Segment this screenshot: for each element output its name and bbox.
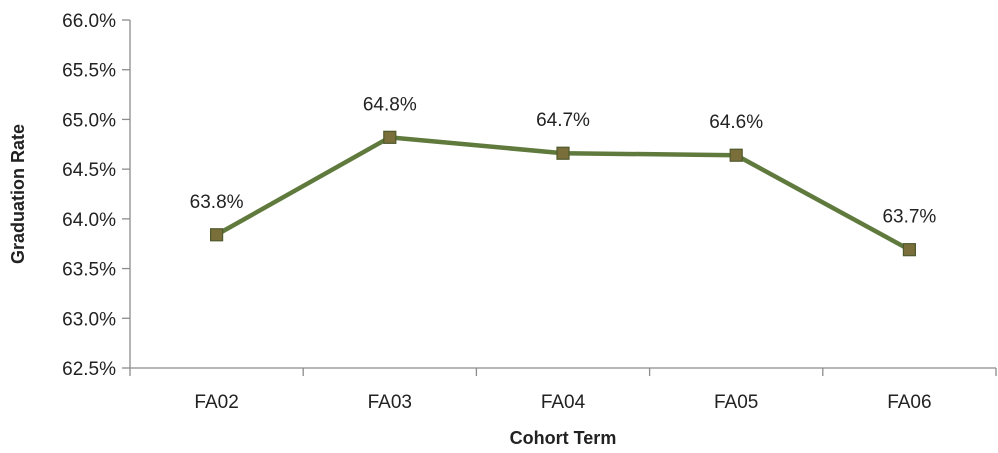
- y-tick-label: 62.5%: [62, 359, 116, 380]
- y-axis: 62.5% 63.0% 63.5% 64.0% 64.5% 65.0% 65.5% 66.0%: [62, 11, 130, 380]
- y-tick-label: 66.0%: [62, 11, 116, 32]
- data-label: 63.7%: [882, 207, 936, 228]
- data-point: [384, 131, 396, 143]
- data-label: 64.6%: [709, 112, 763, 133]
- x-axis-title: Cohort Term: [510, 428, 617, 448]
- y-axis-title: Graduation Rate: [8, 124, 28, 264]
- data-point: [730, 149, 742, 161]
- data-label: 63.8%: [190, 192, 244, 213]
- y-tick-label: 65.5%: [62, 61, 116, 82]
- y-tick-label: 65.0%: [62, 110, 116, 131]
- x-tick-label: FA04: [541, 392, 586, 413]
- data-point: [211, 229, 223, 241]
- data-point: [557, 147, 569, 159]
- x-tick-label: FA03: [368, 392, 412, 413]
- y-tick-label: 64.5%: [62, 160, 116, 181]
- x-tick-label: FA05: [714, 392, 758, 413]
- data-point: [903, 244, 915, 256]
- y-tick-label: 63.5%: [62, 260, 116, 281]
- series-layer: [211, 131, 916, 255]
- data-label: 64.8%: [363, 94, 417, 115]
- x-axis: FA02 FA03 FA04 FA05 FA06: [130, 368, 996, 413]
- x-tick-label: FA02: [194, 392, 238, 413]
- y-tick-label: 64.0%: [62, 210, 116, 231]
- x-tick-label: FA06: [887, 392, 931, 413]
- data-labels: 63.8% 64.8% 64.7% 64.6% 63.7%: [190, 94, 937, 227]
- y-tick-label: 63.0%: [62, 309, 116, 330]
- data-label: 64.7%: [536, 110, 590, 131]
